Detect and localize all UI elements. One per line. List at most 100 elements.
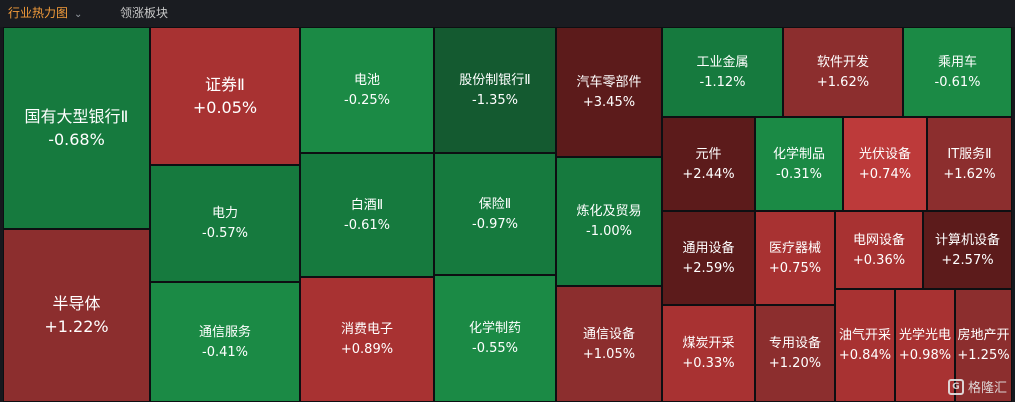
- tile-change: -0.41%: [202, 344, 248, 360]
- tile-special-equipment[interactable]: 专用设备 +1.20%: [755, 305, 835, 402]
- tile-name: 房地产开: [957, 328, 1010, 343]
- tile-change: -1.00%: [586, 224, 632, 239]
- tile-name: 工业金属: [696, 54, 749, 70]
- tile-name: 软件开发: [816, 54, 869, 70]
- tile-name: 半导体: [52, 294, 101, 313]
- tile-it-services[interactable]: IT服务Ⅱ +1.62%: [927, 117, 1012, 211]
- tile-change: +0.84%: [838, 348, 892, 363]
- chevron-down-icon[interactable]: ⌄: [74, 9, 83, 20]
- tile-consumer-electronics[interactable]: 消费电子 +0.89%: [300, 277, 434, 402]
- tile-name: 光学光电: [898, 328, 951, 343]
- tile-change: +1.20%: [768, 356, 822, 371]
- tile-refining-trade[interactable]: 炼化及贸易 -1.00%: [556, 157, 662, 286]
- tile-change: +0.33%: [682, 356, 735, 371]
- tile-name: 化学制药: [468, 321, 521, 336]
- tile-name: 股份制银行Ⅱ: [459, 72, 531, 88]
- tile-name: 医疗器械: [768, 240, 821, 256]
- tile-name: 白酒Ⅱ: [350, 197, 384, 213]
- tile-liquor[interactable]: 白酒Ⅱ -0.61%: [300, 153, 434, 277]
- tile-change: -0.61%: [344, 217, 390, 233]
- tile-passenger-car[interactable]: 乘用车 -0.61%: [903, 27, 1012, 117]
- tile-oil-gas[interactable]: 油气开采 +0.84%: [835, 289, 895, 402]
- tile-change: -0.97%: [472, 216, 518, 232]
- tab-leading-sectors[interactable]: 领涨板块: [120, 0, 168, 27]
- tile-change: +0.75%: [768, 260, 822, 276]
- watermark-text: 格隆汇: [967, 381, 1007, 396]
- tile-change: -1.35%: [472, 92, 518, 108]
- tile-change: +1.22%: [44, 317, 109, 336]
- tile-insurance[interactable]: 保险Ⅱ -0.97%: [434, 153, 556, 275]
- tile-name: 保险Ⅱ: [478, 196, 512, 212]
- tile-telecom-services[interactable]: 通信服务 -0.41%: [150, 282, 300, 402]
- watermark: G 格隆汇: [947, 377, 1007, 396]
- tile-grid-equipment[interactable]: 电网设备 +0.36%: [835, 211, 923, 289]
- tile-guoyou-bank[interactable]: 国有大型银行Ⅱ -0.68%: [3, 27, 150, 229]
- tile-change: +3.45%: [582, 94, 636, 110]
- tile-name: 油气开采: [838, 328, 891, 343]
- tile-battery[interactable]: 电池 -0.25%: [300, 27, 434, 153]
- tile-change: -0.57%: [202, 226, 248, 241]
- tile-change: +1.05%: [582, 346, 636, 362]
- tile-change: +2.57%: [941, 252, 994, 268]
- tile-coal-mining[interactable]: 煤炭开采 +0.33%: [662, 305, 755, 402]
- tile-computer-equipment[interactable]: 计算机设备 +2.57%: [923, 211, 1012, 289]
- tile-name: 电池: [353, 72, 380, 88]
- tile-name: 炼化及贸易: [576, 204, 642, 219]
- tab-industry-label: 行业热力图: [8, 6, 69, 20]
- tab-industry-heatmap[interactable]: 行业热力图 ⌄: [8, 0, 82, 27]
- tile-change: +0.89%: [340, 342, 394, 357]
- tile-name: 煤炭开采: [682, 336, 735, 351]
- tile-name: IT服务Ⅱ: [947, 146, 992, 162]
- tile-general-equipment[interactable]: 通用设备 +2.59%: [662, 211, 755, 305]
- tile-medical-devices[interactable]: 医疗器械 +0.75%: [755, 211, 835, 305]
- tile-change: +0.36%: [852, 252, 906, 268]
- tile-auto-parts[interactable]: 汽车零部件 +3.45%: [556, 27, 662, 157]
- tile-change: +0.05%: [192, 97, 258, 117]
- tile-name: 通信服务: [198, 324, 251, 340]
- tile-name: 消费电子: [340, 322, 393, 337]
- tile-change: -1.12%: [699, 74, 746, 90]
- tile-optics[interactable]: 光学光电 +0.98%: [895, 289, 955, 402]
- tile-name: 计算机设备: [934, 232, 1000, 248]
- tile-chemical-pharma[interactable]: 化学制药 -0.55%: [434, 275, 556, 402]
- tile-change: -0.25%: [344, 92, 390, 108]
- tile-name: 化学制品: [772, 146, 825, 162]
- tab-leaders-label: 领涨板块: [120, 6, 169, 20]
- tile-name: 证券Ⅱ: [205, 74, 245, 94]
- tile-telecom-equipment[interactable]: 通信设备 +1.05%: [556, 286, 662, 402]
- gelonghui-logo-icon: G: [947, 378, 964, 395]
- top-bar: 行业热力图 ⌄ 领涨板块: [0, 0, 1015, 27]
- tile-name: 元件: [695, 146, 722, 162]
- tile-chemical-products[interactable]: 化学制品 -0.31%: [755, 117, 843, 211]
- tile-name: 电网设备: [852, 232, 905, 248]
- tile-change: -0.55%: [472, 341, 518, 356]
- tile-change: -0.61%: [934, 74, 981, 90]
- tile-power[interactable]: 电力 -0.57%: [150, 165, 300, 282]
- tile-semiconductor[interactable]: 半导体 +1.22%: [3, 229, 150, 402]
- tile-change: -0.68%: [48, 129, 105, 149]
- tile-components[interactable]: 元件 +2.44%: [662, 117, 755, 211]
- tile-name: 光伏设备: [858, 146, 911, 162]
- tile-change: +0.74%: [858, 166, 912, 182]
- tile-name: 专用设备: [768, 336, 821, 351]
- heatmap: 国有大型银行Ⅱ -0.68% 半导体 +1.22% 证券Ⅱ +0.05% 电力 …: [0, 27, 1015, 402]
- tile-securities[interactable]: 证券Ⅱ +0.05%: [150, 27, 300, 165]
- tile-joint-stock-bank[interactable]: 股份制银行Ⅱ -1.35%: [434, 27, 556, 153]
- tile-change: +2.44%: [682, 166, 735, 182]
- tile-industrial-metals[interactable]: 工业金属 -1.12%: [662, 27, 783, 117]
- tile-name: 汽车零部件: [576, 74, 642, 90]
- tile-change: +1.62%: [943, 166, 996, 182]
- tile-change: +1.62%: [816, 74, 870, 90]
- tile-change: -0.31%: [776, 166, 822, 182]
- tile-change: +1.25%: [957, 348, 1010, 363]
- tile-name: 通用设备: [682, 240, 735, 256]
- tile-pv-equipment[interactable]: 光伏设备 +0.74%: [843, 117, 927, 211]
- tile-name: 国有大型银行Ⅱ: [24, 106, 129, 126]
- tile-name: 乘用车: [937, 54, 977, 70]
- tile-change: +2.59%: [682, 260, 735, 276]
- tile-software[interactable]: 软件开发 +1.62%: [783, 27, 903, 117]
- tile-real-estate[interactable]: 房地产开 +1.25%: [955, 289, 1012, 402]
- tile-name: 电力: [211, 206, 238, 221]
- tile-change: +0.98%: [898, 348, 952, 363]
- tile-name: 通信设备: [582, 326, 635, 342]
